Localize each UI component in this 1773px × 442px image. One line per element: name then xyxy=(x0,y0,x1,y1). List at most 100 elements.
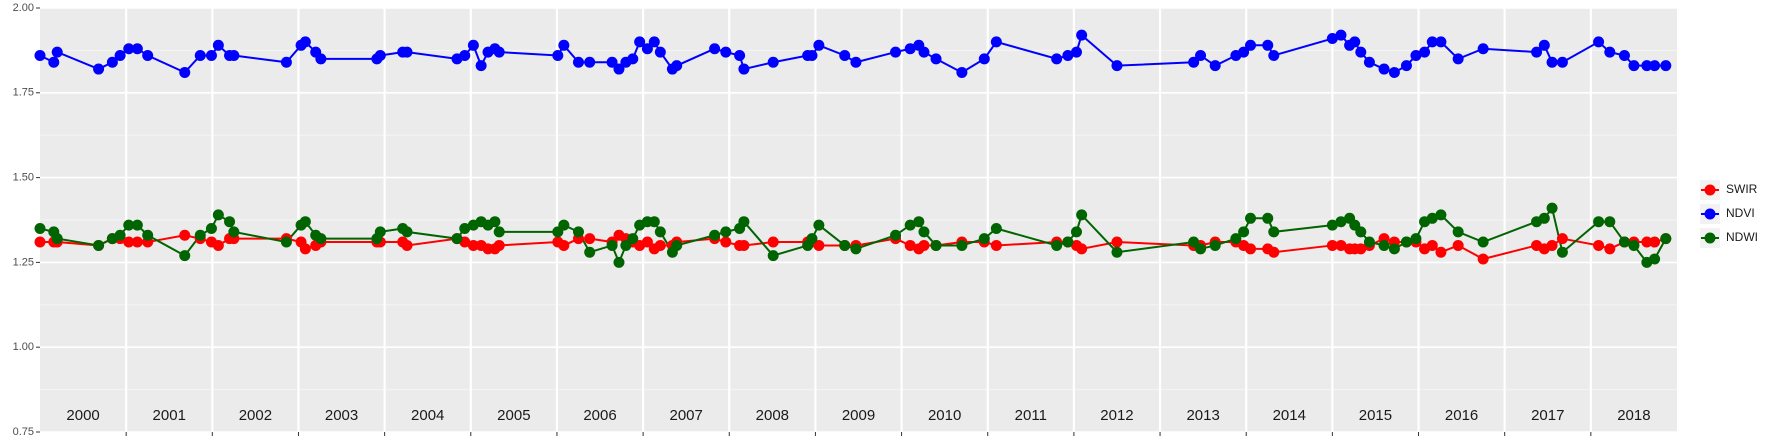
point xyxy=(1245,243,1257,255)
point xyxy=(641,43,653,55)
point xyxy=(720,46,732,58)
point xyxy=(1388,243,1400,255)
point xyxy=(467,239,479,251)
year-label: 2001 xyxy=(153,407,186,424)
y-tick-label: 1.25 xyxy=(13,256,34,268)
point xyxy=(131,236,143,248)
point xyxy=(1209,239,1221,251)
point xyxy=(1426,212,1438,224)
point xyxy=(890,46,902,58)
point xyxy=(1070,46,1082,58)
point xyxy=(374,49,386,61)
point xyxy=(299,243,311,255)
point xyxy=(956,239,968,251)
year-label: 2014 xyxy=(1273,407,1306,424)
point xyxy=(767,236,779,248)
point xyxy=(990,222,1002,234)
year-label: 2011 xyxy=(1015,407,1047,424)
point xyxy=(1245,212,1257,224)
point xyxy=(1111,236,1123,248)
point xyxy=(315,53,327,65)
point xyxy=(131,219,143,231)
point xyxy=(1593,216,1605,228)
point xyxy=(401,226,413,238)
point xyxy=(918,226,930,238)
point xyxy=(34,49,46,61)
point xyxy=(1556,233,1568,245)
legend-dot xyxy=(1704,184,1716,196)
point xyxy=(1419,46,1431,58)
point xyxy=(1477,253,1489,265)
point xyxy=(558,239,570,251)
year-label: 2007 xyxy=(669,407,702,424)
point xyxy=(767,56,779,68)
point xyxy=(1452,239,1464,251)
point xyxy=(1335,216,1347,228)
legend-label: NDVI xyxy=(1726,206,1755,220)
point xyxy=(738,239,750,251)
point xyxy=(813,239,825,251)
point xyxy=(1195,243,1207,255)
point xyxy=(904,239,916,251)
point xyxy=(1452,226,1464,238)
point xyxy=(1556,56,1568,68)
point xyxy=(1660,60,1672,72)
point xyxy=(1426,36,1438,48)
point xyxy=(904,43,916,55)
point xyxy=(584,56,596,68)
year-label: 2012 xyxy=(1100,407,1133,424)
year-label: 2017 xyxy=(1531,407,1564,424)
point xyxy=(1062,236,1074,248)
point xyxy=(709,43,721,55)
point xyxy=(813,39,825,51)
point xyxy=(106,56,118,68)
point xyxy=(224,216,236,228)
point xyxy=(1531,46,1543,58)
point xyxy=(1593,36,1605,48)
point xyxy=(654,226,666,238)
point xyxy=(212,39,224,51)
point xyxy=(228,226,240,238)
point xyxy=(493,46,505,58)
point xyxy=(1604,216,1616,228)
point xyxy=(654,239,666,251)
point xyxy=(1400,60,1412,72)
point xyxy=(1076,243,1088,255)
point xyxy=(1618,49,1630,61)
point xyxy=(1546,239,1558,251)
year-label: 2004 xyxy=(411,407,444,424)
point xyxy=(1435,209,1447,221)
legend-dot xyxy=(1704,208,1716,220)
point xyxy=(1604,243,1616,255)
point xyxy=(839,239,851,251)
point xyxy=(212,239,224,251)
point xyxy=(1410,49,1422,61)
point xyxy=(572,226,584,238)
point xyxy=(228,49,240,61)
point xyxy=(374,226,386,238)
point xyxy=(767,250,779,262)
point xyxy=(552,49,564,61)
point xyxy=(1477,236,1489,248)
point xyxy=(212,209,224,221)
point xyxy=(671,239,683,251)
point xyxy=(1378,63,1390,75)
point xyxy=(1209,60,1221,72)
point xyxy=(1051,53,1063,65)
legend-label: SWIR xyxy=(1726,182,1758,196)
point xyxy=(467,39,479,51)
point xyxy=(558,39,570,51)
point xyxy=(620,239,632,251)
point xyxy=(990,239,1002,251)
point xyxy=(131,43,143,55)
point xyxy=(48,56,60,68)
point xyxy=(1062,49,1074,61)
point xyxy=(93,239,105,251)
point xyxy=(1355,46,1367,58)
point xyxy=(1111,60,1123,72)
point xyxy=(179,229,191,241)
point xyxy=(671,60,683,72)
point xyxy=(627,53,639,65)
legend-label: NDWI xyxy=(1726,230,1758,244)
point xyxy=(1538,212,1550,224)
